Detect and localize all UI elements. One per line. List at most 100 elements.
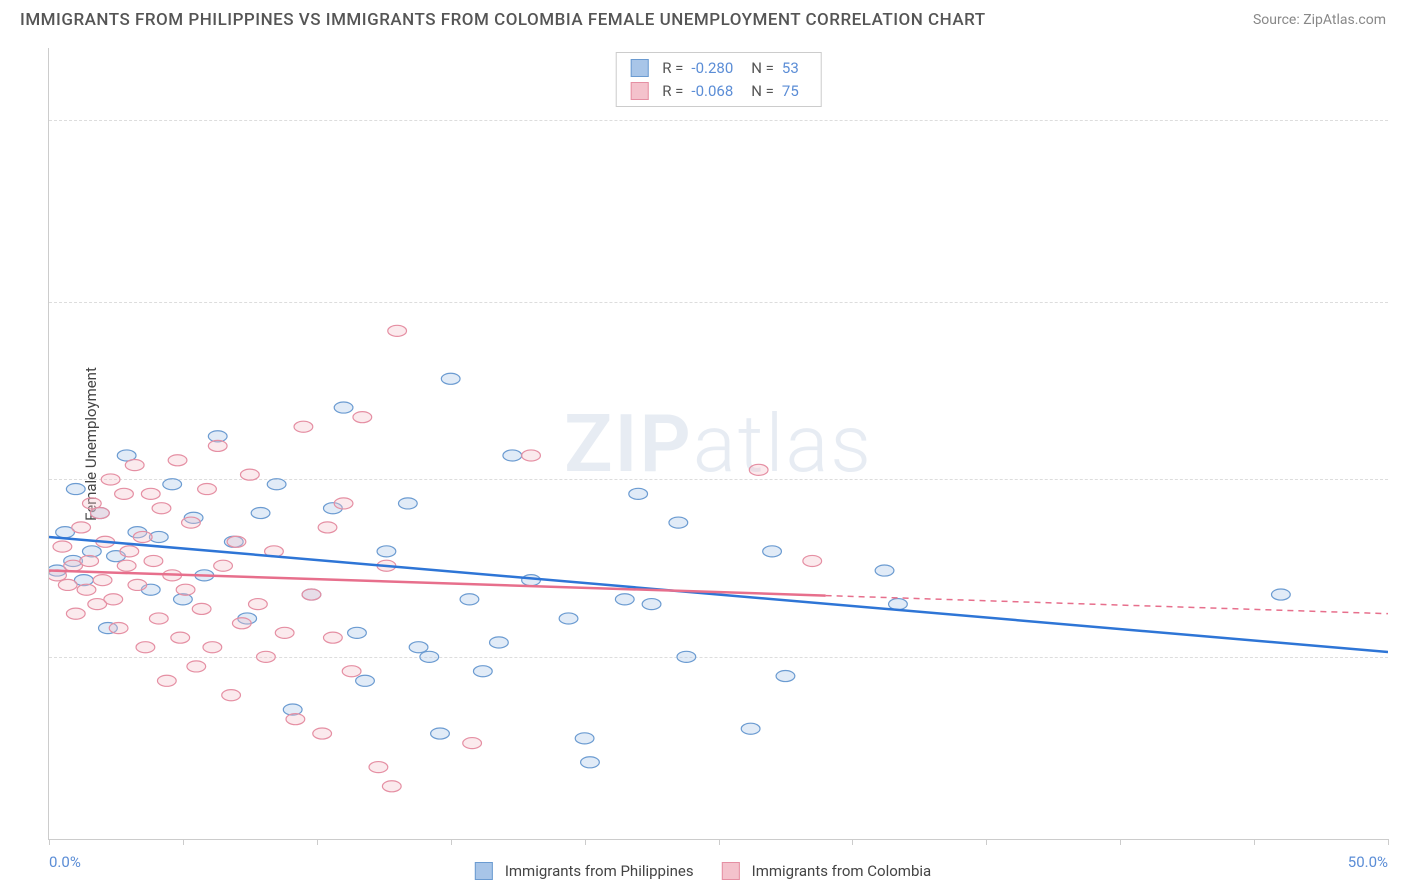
scatter-point [222,690,241,701]
scatter-point [398,498,417,509]
scatter-point [749,464,768,475]
chart-title: IMMIGRANTS FROM PHILIPPINES VS IMMIGRANT… [20,10,986,30]
scatter-point [431,728,450,739]
scatter-point [227,536,246,547]
legend-item-philippines: Immigrants from Philippines [475,862,694,880]
scatter-point [72,522,91,533]
trend-line [49,571,826,596]
scatter-point [120,546,139,557]
scatter-point [463,738,482,749]
y-tick-label: 3.8% [1394,648,1406,666]
scatter-point [267,479,286,490]
scatter-point [323,632,342,643]
swatch-philippines [630,59,648,77]
scatter-point [91,507,110,518]
scatter-point [334,498,353,509]
scatter-point [889,599,908,610]
scatter-point [353,412,372,423]
swatch-philippines-icon [475,862,493,880]
scatter-point [803,555,822,566]
scatter-point [559,613,578,624]
scatter-point [473,666,492,677]
scatter-point [168,455,187,466]
scatter-point [182,517,201,528]
scatter-point [249,599,268,610]
scatter-point [141,488,160,499]
scatter-point [313,728,332,739]
scatter-point [581,757,600,768]
scatter-point [356,675,375,686]
scatter-point [214,560,233,571]
scatter-point [232,618,251,629]
scatter-point [128,579,147,590]
x-tick [852,839,853,845]
scatter-point [441,373,460,384]
scatter-point [369,762,388,773]
swatch-colombia-icon [722,862,740,880]
x-tick [49,839,50,845]
scatter-point [342,666,361,677]
scatter-point [136,642,155,653]
scatter-point [1272,589,1291,600]
scatter-point [152,503,171,514]
scatter-point [101,474,120,485]
correlation-legend: R = -0.280 N = 53 R = -0.068 N = 75 [615,52,822,107]
legend-item-colombia: Immigrants from Colombia [722,862,932,880]
scatter-point [125,460,144,471]
y-tick-label: 7.5% [1394,470,1406,488]
scatter-point [257,651,276,662]
scatter-point [66,484,85,495]
x-tick [986,839,987,845]
scatter-point [53,541,72,552]
scatter-point [187,661,206,672]
scatter-point [348,627,367,638]
scatter-point [503,450,522,461]
scatter-point [104,594,123,605]
scatter-point [409,642,428,653]
x-tick [1254,839,1255,845]
scatter-point [251,507,270,518]
legend-row-philippines: R = -0.280 N = 53 [630,57,807,80]
scatter-point [203,642,222,653]
plot-area: ZIPatlas R = -0.280 N = 53 R = -0.068 N … [48,48,1388,840]
scatter-point [875,565,894,576]
source-attribution: Source: ZipAtlas.com [1253,12,1386,28]
scatter-point [66,608,85,619]
scatter-point [318,522,337,533]
scatter-point [58,579,77,590]
scatter-point [115,488,134,499]
scatter-point [80,555,99,566]
scatter-point [522,450,541,461]
scatter-point [677,651,696,662]
scatter-point [117,560,136,571]
x-tick [183,839,184,845]
series-legend: Immigrants from Philippines Immigrants f… [475,862,931,880]
scatter-point [615,594,634,605]
legend-row-colombia: R = -0.068 N = 75 [630,80,807,103]
x-min-label: 0.0% [49,853,81,871]
x-tick [317,839,318,845]
scatter-point [420,651,439,662]
x-tick [451,839,452,845]
scatter-point [642,599,661,610]
scatter-point [490,637,509,648]
scatter-point [294,421,313,432]
scatter-point [575,733,594,744]
scatter-point [334,402,353,413]
swatch-colombia [630,82,648,100]
scatter-point [93,575,112,586]
scatter-point [388,325,407,336]
scatter-point [133,531,152,542]
trend-line [49,537,1388,652]
scatter-point [382,781,401,792]
scatter-point [763,546,782,557]
scatter-svg [49,48,1388,839]
x-max-label: 50.0% [1348,853,1388,871]
scatter-point [163,479,182,490]
scatter-point [629,488,648,499]
scatter-point [171,632,190,643]
scatter-point [741,723,760,734]
scatter-point [275,627,294,638]
scatter-point [149,613,168,624]
scatter-point [144,555,163,566]
